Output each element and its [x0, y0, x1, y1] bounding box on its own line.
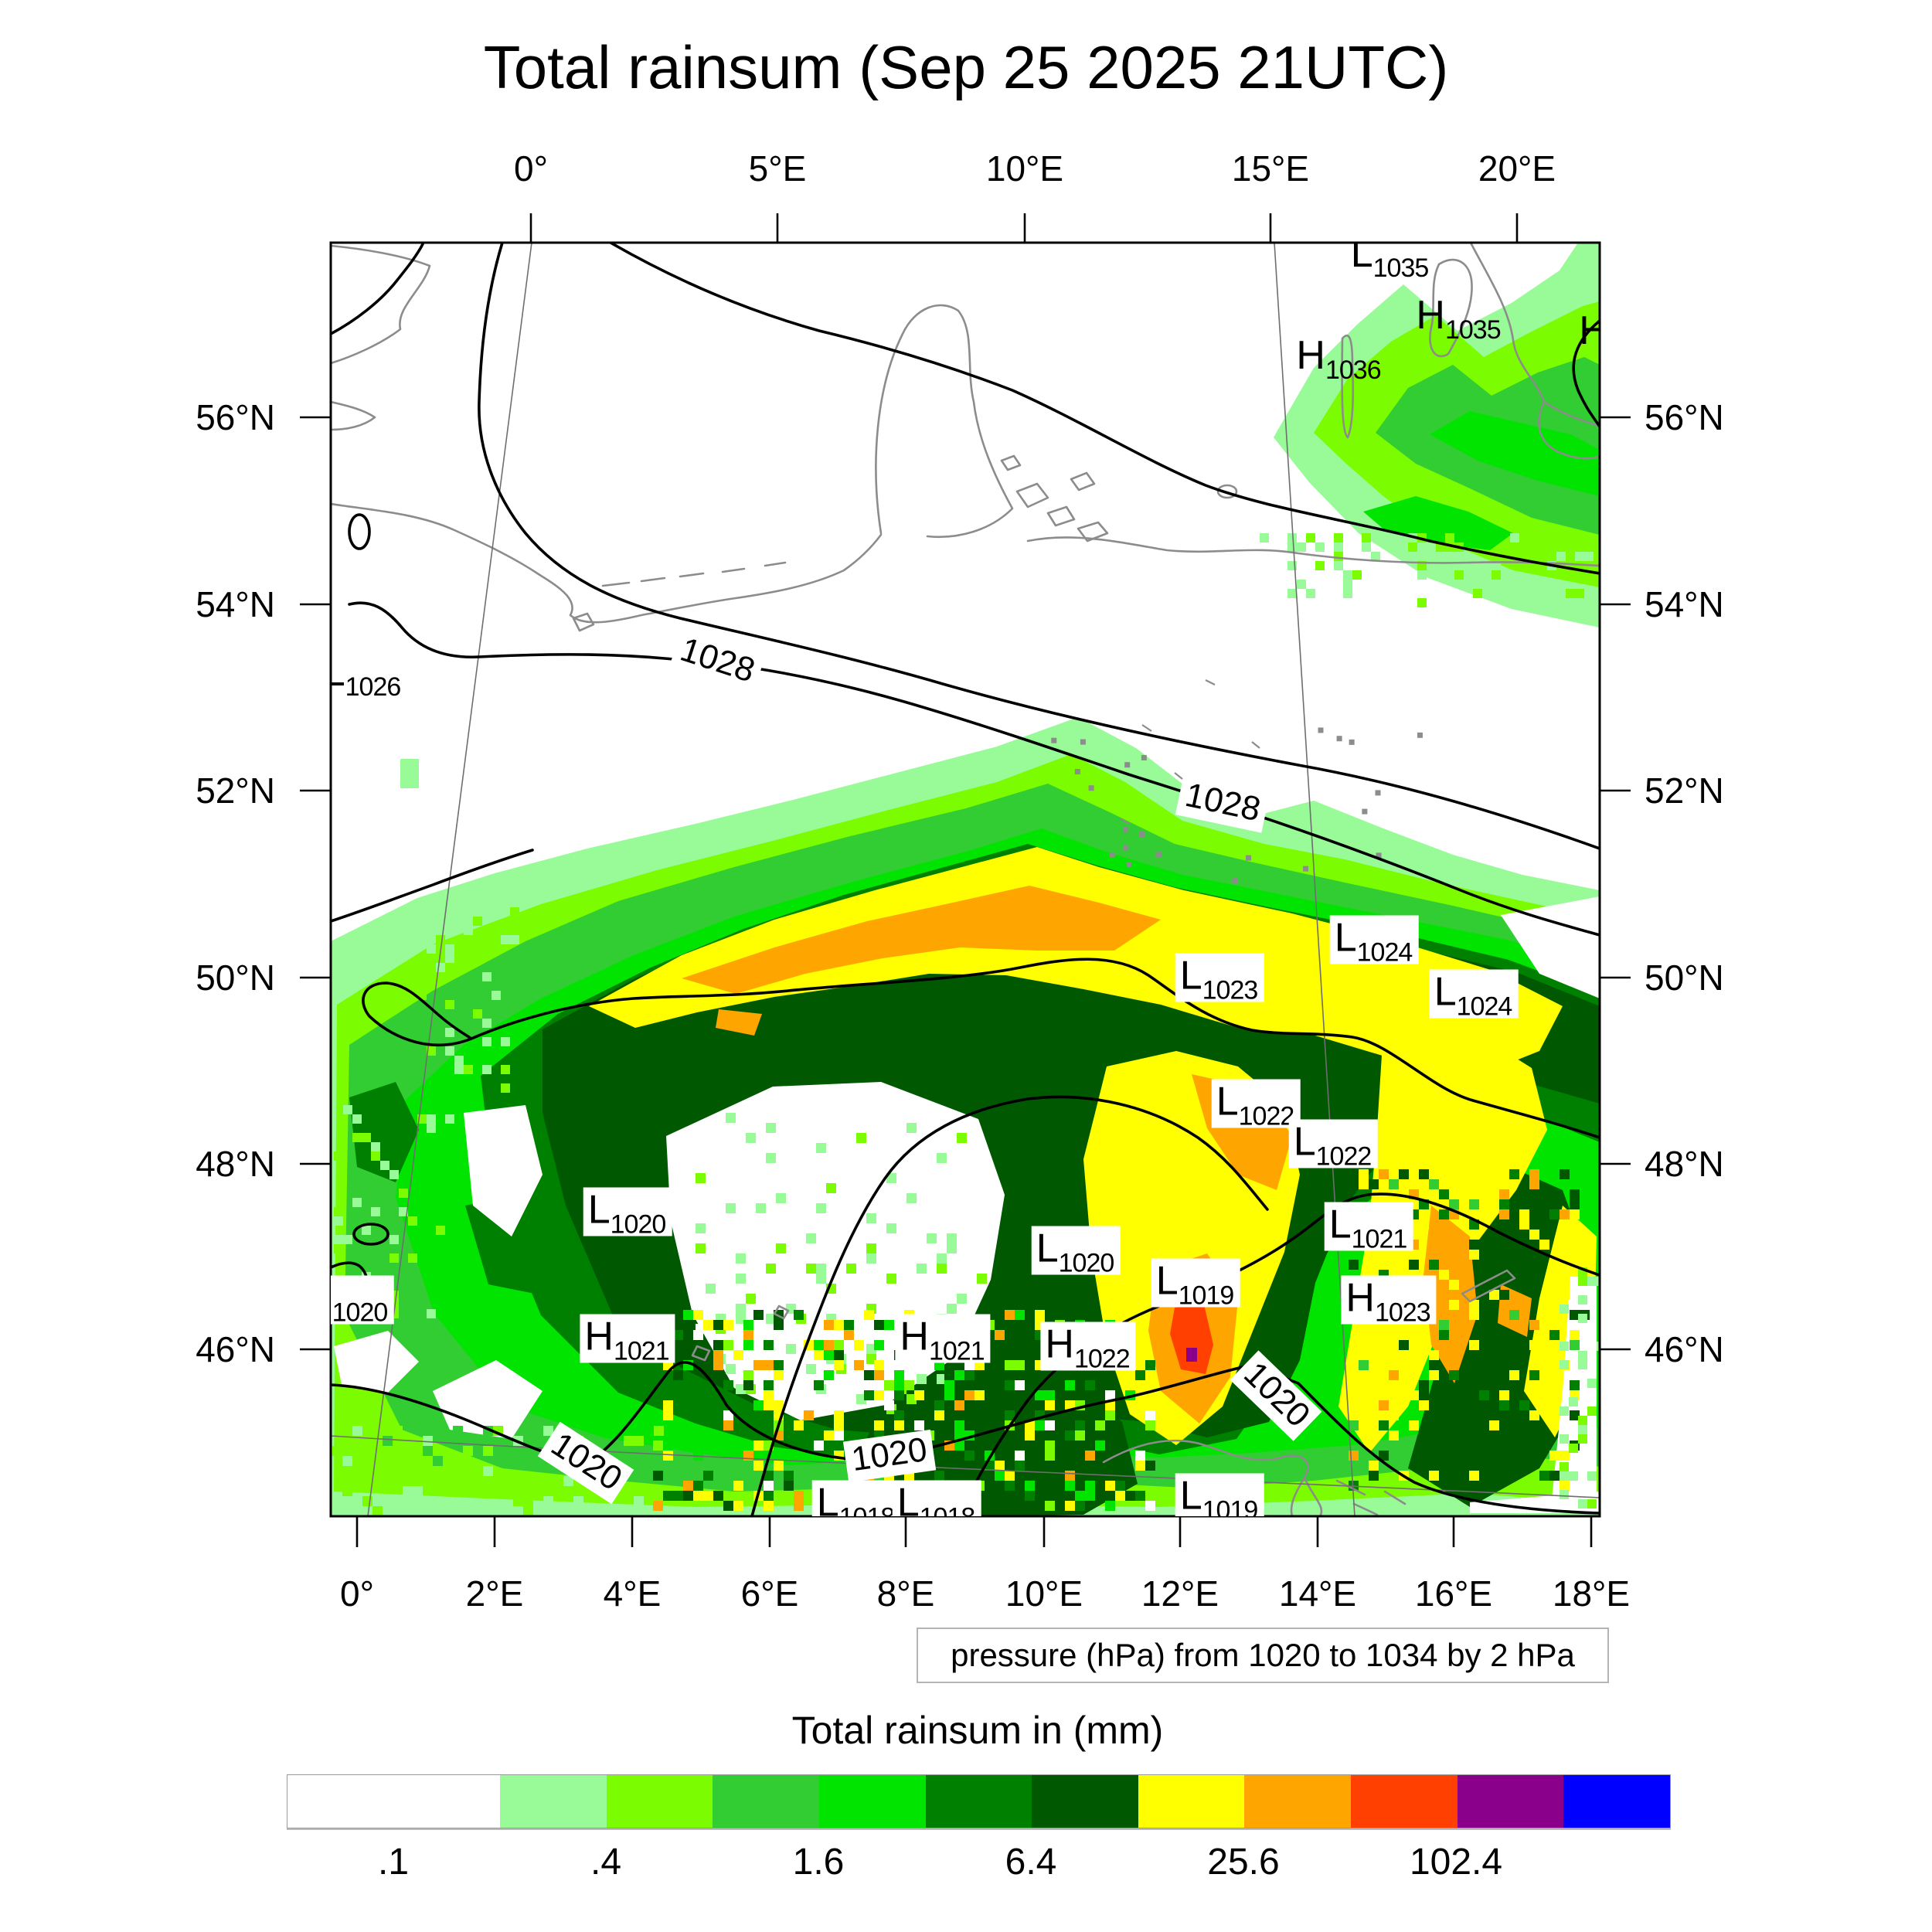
- right-axis-label-5: 46°N: [1645, 1329, 1724, 1369]
- pressure-center-L-1026: L1026: [331, 650, 401, 702]
- isobar-label-1028-1: 1028: [1175, 774, 1270, 833]
- colorbar-title: Total rainsum in (mm): [791, 1709, 1164, 1752]
- bottom-axis-label-6: 12°E: [1141, 1573, 1219, 1614]
- bottom-axis-label-4: 8°E: [876, 1573, 935, 1614]
- pressure-center-L-1019: L1019: [1175, 1473, 1264, 1516]
- pressure-center-L-1019: L1019: [1151, 1258, 1240, 1309]
- pressure-center-L-1035: L1035: [1350, 243, 1430, 283]
- chart-title: Total rainsum (Sep 25 2025 21UTC): [483, 33, 1449, 101]
- bottom-axis-label-0: 0°: [340, 1573, 374, 1614]
- pressure-center-H-1021: H1021: [895, 1314, 991, 1365]
- colorbar-label-25.6: 25.6: [1207, 1842, 1280, 1883]
- pressure-center-L-1020: L1020: [331, 1275, 394, 1326]
- colorbar-segment-3: [606, 1775, 713, 1828]
- colorbar-segment-5: [819, 1775, 926, 1828]
- left-axis-label-5: 46°N: [196, 1329, 275, 1369]
- rainfall-field: [331, 243, 1600, 1516]
- pressure-center-H-1022: H1022: [1040, 1321, 1136, 1372]
- colorbar-segment-7: [1032, 1775, 1138, 1828]
- top-axis-label-4: 20°E: [1478, 148, 1556, 189]
- bottom-axis-label-9: 18°E: [1552, 1573, 1631, 1614]
- map-label-layer: L1035 H1035 H1036 H L1026 L1024 L1024 L1023 L102…: [331, 243, 1600, 1516]
- right-axis-label-0: 56°N: [1645, 397, 1724, 437]
- bottom-axis-label-7: 14°E: [1278, 1573, 1357, 1614]
- top-axis-label-3: 15°E: [1231, 148, 1310, 189]
- isobar-label-1020-3: 1020: [842, 1429, 937, 1483]
- colorbar-segment-12: [1563, 1775, 1670, 1828]
- pressure-caption-text: pressure (hPa) from 1020 to 1034 by 2 hP…: [951, 1637, 1575, 1673]
- pressure-center-L-1018: L1018: [892, 1480, 981, 1516]
- left-axis-label-4: 48°N: [196, 1144, 275, 1184]
- pressure-center-L-1024: L1024: [1429, 969, 1519, 1020]
- colorbar-segment-4: [713, 1775, 820, 1828]
- colorbar-label-6.4: 6.4: [1005, 1842, 1057, 1883]
- top-axis-label-1: 5°E: [748, 148, 807, 189]
- bottom-axis-label-5: 10°E: [1005, 1573, 1083, 1614]
- colorbar-segment-8: [1138, 1775, 1245, 1828]
- colorbar-label-.1: .1: [377, 1842, 410, 1883]
- axis-ticks: [300, 213, 1631, 1547]
- colorbar-segment-10: [1351, 1775, 1458, 1828]
- bottom-axis-label-1: 2°E: [465, 1573, 524, 1614]
- pressure-center-L-1018: L1018: [811, 1480, 901, 1516]
- pressure-center-L-1021: L1021: [1324, 1202, 1413, 1253]
- bottom-axis-label-8: 16°E: [1414, 1573, 1493, 1614]
- top-axis-label-2: 10°E: [985, 148, 1064, 189]
- colorbar-segment-0: [287, 1775, 394, 1828]
- colorbar-segment-6: [925, 1775, 1032, 1828]
- coastlines: [331, 243, 1600, 1516]
- right-axis-label-4: 48°N: [1645, 1144, 1724, 1184]
- colorbar-label-102.4: 102.4: [1409, 1842, 1503, 1883]
- colorbar-segment-11: [1457, 1775, 1564, 1828]
- pressure-center-H-1036: H1036: [1296, 333, 1381, 385]
- colorbar: [287, 1774, 1671, 1828]
- pressure-center-H-edge: H: [1579, 308, 1600, 353]
- colorbar-segment-1: [393, 1775, 501, 1828]
- left-axis-label-2: 52°N: [196, 770, 275, 811]
- left-axis-label-1: 54°N: [196, 584, 275, 624]
- pressure-center-L-1022: L1022: [1288, 1119, 1378, 1170]
- map-frame: [329, 241, 1601, 1518]
- colorbar-label-.4: .4: [590, 1842, 622, 1883]
- pressure-center-L-1020: L1020: [1031, 1226, 1121, 1277]
- left-axis-label-0: 56°N: [196, 397, 275, 437]
- pressure-center-L-1024: L1024: [1329, 915, 1419, 966]
- right-axis-label-3: 50°N: [1645, 957, 1724, 998]
- right-axis-label-2: 52°N: [1645, 770, 1724, 811]
- isobars: [331, 243, 1600, 1516]
- pressure-center-L-1022: L1022: [1211, 1079, 1301, 1130]
- isobar-label-1020-2: 1020: [537, 1421, 634, 1505]
- pressure-center-H-1021: H1021: [580, 1314, 675, 1365]
- colorbar-label-1.6: 1.6: [792, 1842, 845, 1883]
- left-axis-label-3: 50°N: [196, 957, 275, 998]
- pressure-center-H-1023: H1023: [1341, 1275, 1437, 1326]
- top-axis-label-0: 0°: [514, 148, 548, 189]
- pressure-caption-box: pressure (hPa) from 1020 to 1034 by 2 hP…: [917, 1628, 1609, 1683]
- right-axis-label-1: 54°N: [1645, 584, 1724, 624]
- pressure-center-H-1035: H1035: [1416, 293, 1501, 345]
- bottom-axis-label-2: 4°E: [603, 1573, 662, 1614]
- colorbar-segment-9: [1244, 1775, 1352, 1828]
- pressure-center-L-1023: L1023: [1175, 953, 1264, 1004]
- isobar-label-1028-0: 1028: [668, 628, 766, 695]
- colorbar-segment-2: [500, 1775, 607, 1828]
- bottom-axis-label-3: 6°E: [740, 1573, 799, 1614]
- isobar-label-1020-4: 1020: [1230, 1350, 1322, 1441]
- pressure-center-L-1020: L1020: [583, 1187, 672, 1238]
